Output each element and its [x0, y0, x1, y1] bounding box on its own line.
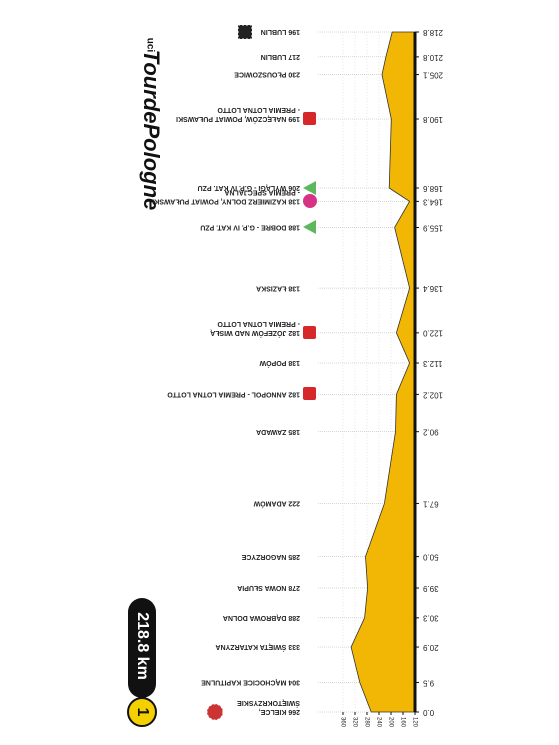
- place-label: 182 JÓZEFÓW NAD WISŁĄ: [210, 329, 300, 338]
- place-label: ŚWIĘTOKRZYSKIE: [237, 699, 300, 708]
- x-tick-label: 9.5: [422, 678, 434, 687]
- x-tick-label: 136.4: [422, 284, 443, 293]
- y-tick-label: 120: [411, 717, 417, 728]
- place-label: 206 WYLĄGI - G.P. IV KAT. PZU: [198, 184, 300, 191]
- stage-number: 1: [134, 708, 151, 717]
- place-label: 333 ŚWIĘTA KATARZYNA: [215, 643, 300, 652]
- stage-badge: [127, 697, 157, 727]
- place-label: 138 ŁAZISKA: [256, 284, 300, 291]
- profile-area: [350, 31, 416, 713]
- special-icon: [303, 194, 317, 208]
- place-label: 230 PŁOUSZOWICE: [234, 71, 300, 78]
- x-tick-label: 102.2: [422, 390, 443, 399]
- place-label: 278 NOWA SŁUPIA: [237, 584, 300, 591]
- climb-icon: [303, 181, 316, 195]
- place-label: 217 LUBLIN: [261, 53, 300, 60]
- x-tick-label: 168.6: [422, 184, 443, 193]
- sprint-icon: [303, 387, 316, 400]
- x-tick-label: 190.8: [422, 115, 443, 124]
- distance-pill: [128, 598, 156, 698]
- place-label: - PREMIA SPECJALNA: [224, 189, 300, 196]
- x-tick-label: 164.3: [422, 197, 443, 206]
- sprint-icon: [303, 112, 316, 125]
- x-tick-label: 39.9: [422, 584, 438, 593]
- y-tick-label: 280: [363, 717, 369, 728]
- y-tick-label: 200: [387, 717, 393, 728]
- place-label: - PREMIA LOTNA LOTTO: [217, 106, 300, 113]
- y-tick-label: 320: [351, 717, 357, 728]
- x-tick-label: 50.0: [422, 552, 438, 561]
- y-tick-label: 240: [375, 717, 381, 728]
- x-tick-label: 90.2: [422, 428, 438, 437]
- place-label: 196 LUBLIN: [261, 28, 300, 35]
- place-label: 185 ZAWADA: [256, 428, 300, 435]
- climb-icon: [303, 220, 316, 234]
- distance: 218.8 km: [134, 612, 151, 680]
- x-tick-label: 67.1: [422, 499, 438, 508]
- place-label: 304 MĄCHOCICE KAPITULNE: [201, 679, 300, 686]
- x-tick-label: 30.3: [422, 614, 438, 623]
- x-tick-label: 0.0: [422, 708, 434, 717]
- place-label: 182 ANNOPOL - PREMIA LOTNA LOTTO: [167, 391, 300, 398]
- place-label: 288 DĄBROWA DOLNA: [223, 614, 300, 621]
- sponsor: uci: [144, 38, 155, 53]
- place-label: 199 NAŁĘCZÓW, POWIAT PUŁAWSKI: [176, 115, 300, 124]
- place-label: 138 KAZIMIERZ DOLNY, POWIAT PUŁAWSKI: [152, 198, 300, 205]
- start-icon: [206, 703, 224, 721]
- x-tick-label: 20.9: [422, 643, 438, 652]
- place-label: 285 NAGORZYCE: [241, 553, 300, 560]
- place-label: 188 DOBRE - G.P. IV KAT. PZU: [200, 224, 300, 231]
- place-label: 266 KIELCE,: [259, 708, 300, 715]
- finish-icon: [237, 24, 253, 40]
- x-tick-label: 155.9: [422, 223, 443, 232]
- x-tick-label: 205.1: [422, 70, 443, 79]
- x-tick-label: 210.8: [422, 53, 443, 62]
- y-tick-label: 160: [399, 717, 405, 728]
- brand: TourdePologne: [139, 50, 164, 211]
- x-tick-label: 112.3: [422, 359, 442, 368]
- place-label: 138 POPÓW: [259, 359, 300, 368]
- sprint-icon: [303, 326, 316, 339]
- place-label: - PREMIA LOTNA LOTTO: [217, 320, 300, 327]
- y-tick-label: 360: [339, 717, 345, 728]
- place-label: 222 ADAMÓW: [253, 500, 300, 509]
- x-tick-label: 218.8: [422, 28, 443, 37]
- x-tick-label: 122.0: [422, 329, 443, 338]
